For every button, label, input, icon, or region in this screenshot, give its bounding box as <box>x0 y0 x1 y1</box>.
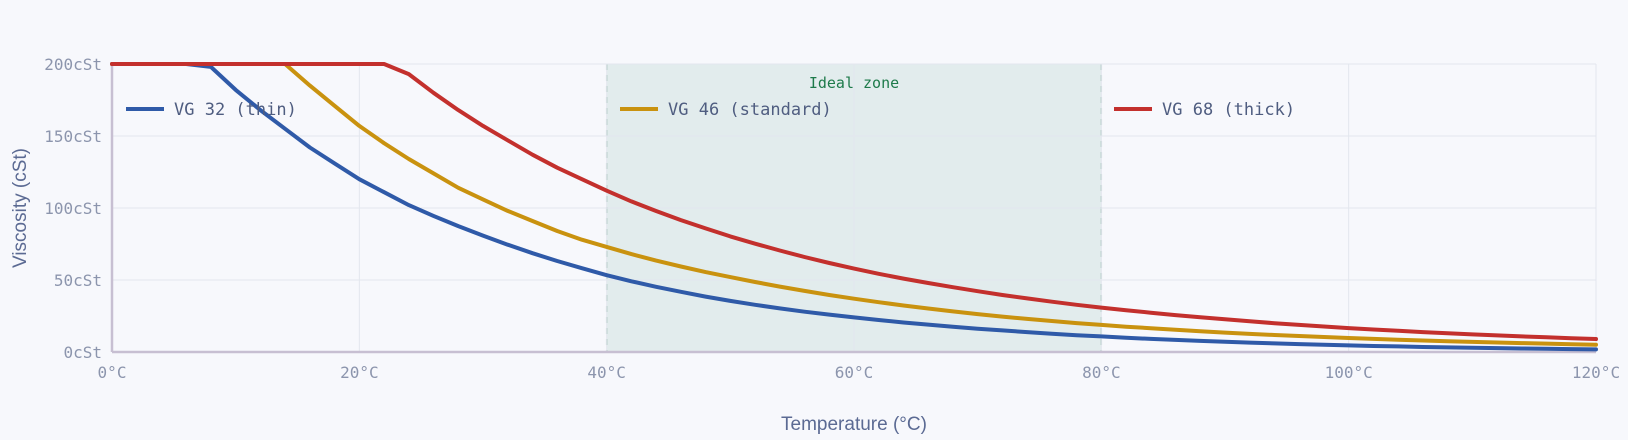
legend-label-2: VG 68 (thick) <box>1162 100 1295 120</box>
legend-label-1: VG 46 (standard) <box>668 100 832 120</box>
y-tick-label: 50cSt <box>54 271 102 290</box>
tick-labels: 0°C 20°C 40°C 60°C 80°C 100°C 120°C 0cSt 50cSt 10… <box>44 55 1620 382</box>
x-axis-title: Temperature (°C) <box>781 414 927 435</box>
y-tick-label: 100cSt <box>44 199 102 218</box>
x-tick-label: 80°C <box>1082 363 1121 382</box>
series-line-1 <box>110 62 1598 347</box>
x-tick-label: 60°C <box>835 363 874 382</box>
series-line-0 <box>110 62 1598 352</box>
y-tick-label: 200cSt <box>44 55 102 74</box>
y-tick-label: 0cSt <box>63 343 102 362</box>
x-tick-label: 20°C <box>340 363 379 382</box>
axis-layer <box>110 64 1596 354</box>
series-line-2 <box>110 62 1598 341</box>
x-tick-label: 0°C <box>98 363 127 382</box>
x-tick-label: 100°C <box>1325 363 1373 382</box>
y-axis-title: Viscosity (cSt) <box>10 148 31 268</box>
legend-label-0: VG 32 (thin) <box>174 100 297 120</box>
legend: VG 32 (thin) VG 46 (standard) VG 68 (thick… <box>126 100 1295 120</box>
series-layer <box>110 62 1598 352</box>
x-tick-label: 120°C <box>1572 363 1620 382</box>
y-tick-label: 150cSt <box>44 127 102 146</box>
x-tick-label: 40°C <box>587 363 626 382</box>
